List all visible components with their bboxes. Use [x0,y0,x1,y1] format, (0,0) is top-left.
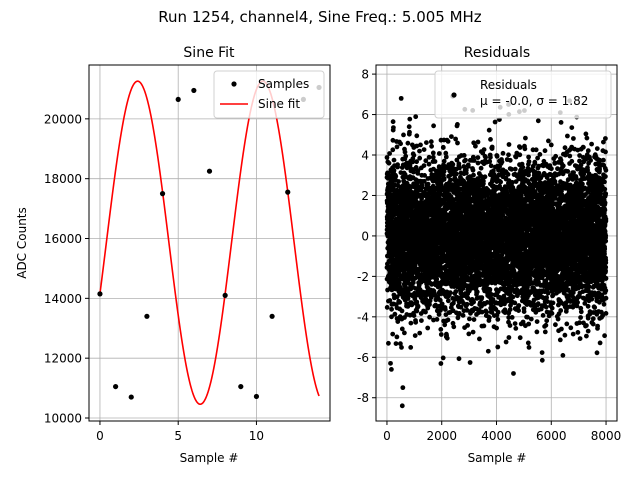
legend-residuals-marker [451,92,457,98]
residual-outlier-point [511,371,516,376]
legend-residuals-label: Residuals [480,78,537,92]
residuals-x-ticks: 0 2000 4000 6000 8000 [383,421,621,443]
residual-outlier-point [398,95,404,101]
x-tick-label: 2000 [426,429,457,443]
sine-fit-grid [89,65,330,421]
residuals-y-ticks: -8 -6 -4 -2 0 2 4 6 8 [357,68,376,405]
sample-point [175,96,181,103]
y-tick-label: 2 [361,189,369,203]
y-tick-label: -6 [357,351,369,365]
sample-point [128,394,134,400]
residual-outlier-point [399,403,405,409]
legend-sine-fit-label: Sine fit [258,97,300,111]
sample-point [269,313,275,319]
sample-point [253,393,260,400]
x-tick-label: 0 [96,429,104,443]
sample-point [144,313,150,319]
sine-fit-ylabel: ADC Counts [15,207,29,279]
y-tick-label: 8 [361,68,369,82]
y-tick-label: 6 [361,108,369,122]
y-tick-label: 10000 [44,412,82,426]
residuals-legend: Residuals μ = -0.0, σ = 1.82 [434,70,612,119]
residual-outlier-point [400,385,406,391]
sine-fit-panel: Sine Fit 0 5 10 10000 12000 14000 16000 18000 2… [15,45,331,465]
sample-point [159,191,166,197]
y-tick-label: 20000 [44,112,82,126]
residuals-title: Residuals [464,45,530,61]
x-tick-label: 4000 [481,429,512,443]
x-tick-label: 10 [249,429,264,443]
y-tick-label: -2 [357,270,369,284]
sample-point [97,291,103,297]
y-tick-label: -8 [357,391,369,405]
sample-point [206,168,213,174]
y-tick-label: 18000 [44,172,82,186]
sample-point [285,189,291,195]
residual-points-cloud [384,98,609,372]
y-tick-label: 16000 [44,232,82,246]
x-tick-label: 6000 [536,429,567,443]
sine-fit-xlabel: Sample # [180,451,239,465]
legend-samples-label: Samples [258,77,309,91]
x-tick-label: 8000 [591,429,622,443]
sine-fit-x-ticks: 0 5 10 [96,421,264,443]
y-tick-label: 14000 [44,292,82,306]
sample-point [191,87,197,94]
legend-residuals-stats: μ = -0.0, σ = 1.82 [480,94,588,108]
residual-outlier-point [485,348,491,354]
legend-samples-marker [231,81,237,87]
residuals-xlabel: Sample # [468,451,527,465]
residual-outlier-point [388,360,393,366]
residual-outlier-point [548,142,554,148]
sine-fit-axes-frame [88,64,331,422]
x-tick-label: 0 [383,429,391,443]
y-tick-label: 4 [361,149,369,163]
y-tick-label: 0 [361,229,369,243]
sine-fit-title: Sine Fit [183,45,235,61]
sample-point [238,383,244,390]
sine-fit-y-ticks: 10000 12000 14000 16000 18000 20000 [44,112,89,426]
x-tick-label: 5 [174,429,182,443]
sample-point [222,292,228,298]
sample-point [113,383,119,390]
sine-fit-legend: Samples Sine fit [213,70,325,119]
residuals-panel: Residuals 0 2000 4000 6000 8000 -8 -6 -4 -2 0 2 4 6… [357,45,621,465]
sine-fit-line [99,80,320,406]
y-tick-label: 12000 [44,352,82,366]
figure-suptitle: Run 1254, channel4, Sine Freq.: 5.005 MH… [158,8,482,26]
y-tick-label: -4 [357,310,369,324]
